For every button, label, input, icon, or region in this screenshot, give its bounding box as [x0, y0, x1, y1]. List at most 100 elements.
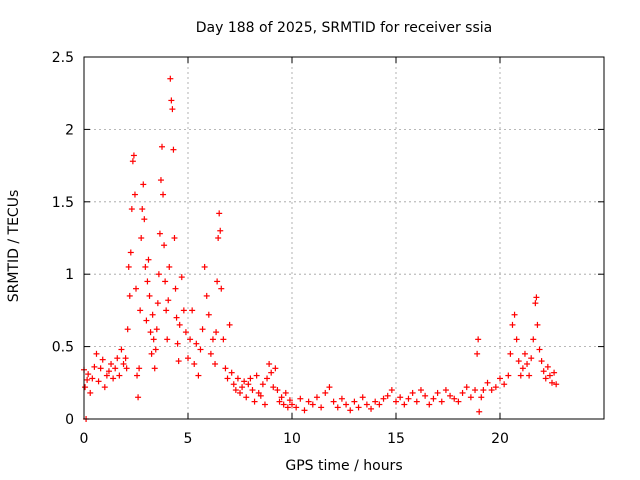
- data-point: [251, 398, 258, 405]
- data-point: [143, 317, 150, 324]
- data-point: [154, 300, 161, 307]
- data-point: [140, 181, 147, 188]
- data-point: [123, 365, 130, 372]
- data-point: [141, 216, 148, 223]
- data-point: [101, 384, 108, 391]
- data-point: [237, 389, 243, 396]
- data-point: [165, 297, 172, 304]
- data-point: [105, 368, 112, 375]
- data-point: [138, 235, 145, 241]
- x-tick-label: 15: [387, 431, 405, 447]
- data-point: [199, 326, 206, 333]
- data-point: [137, 307, 144, 314]
- data-point: [492, 384, 499, 391]
- data-point: [542, 375, 549, 382]
- data-point: [91, 363, 98, 370]
- data-point: [147, 329, 154, 336]
- data-point: [305, 398, 312, 405]
- data-point: [278, 394, 285, 401]
- data-point: [309, 401, 316, 408]
- x-tick-label: 5: [184, 431, 193, 447]
- data-point: [222, 365, 229, 372]
- data-point: [245, 381, 252, 388]
- x-gridlines: [83, 57, 501, 419]
- data-point: [82, 384, 89, 391]
- data-point: [501, 381, 508, 388]
- data-point: [472, 387, 479, 394]
- data-point: [422, 392, 429, 399]
- data-point: [297, 395, 304, 402]
- data-point: [178, 274, 185, 281]
- data-point: [526, 372, 533, 379]
- data-point: [155, 271, 162, 278]
- data-point: [168, 97, 175, 104]
- data-point: [322, 389, 329, 396]
- data-point: [532, 300, 539, 307]
- data-point: [139, 206, 146, 213]
- data-point: [166, 263, 173, 270]
- y-axis-label: SRMTID / TECUs: [6, 190, 22, 303]
- data-point: [534, 321, 541, 328]
- data-point: [216, 210, 223, 217]
- data-point: [247, 375, 254, 382]
- data-point: [334, 404, 341, 411]
- data-point: [544, 363, 551, 370]
- data-point: [95, 378, 102, 385]
- data-point: [134, 372, 141, 379]
- data-point: [434, 389, 441, 396]
- data-point: [193, 340, 200, 347]
- data-point: [127, 249, 134, 256]
- data-point: [144, 278, 151, 285]
- data-point: [175, 358, 182, 365]
- data-point: [173, 314, 180, 321]
- data-point: [426, 401, 433, 408]
- data-point: [474, 350, 481, 357]
- data-point: [220, 336, 227, 343]
- data-point: [241, 378, 248, 385]
- data-point: [84, 376, 91, 383]
- data-point: [114, 355, 121, 362]
- data-point: [393, 398, 399, 405]
- data-point: [209, 336, 216, 343]
- data-point: [125, 263, 132, 270]
- data-point: [239, 384, 246, 391]
- data-point: [217, 227, 224, 234]
- data-point: [488, 387, 495, 394]
- y-tick-labels: 0 0.5 1 1.5 2 2.5: [52, 50, 74, 428]
- x-tick-label: 10: [283, 431, 301, 447]
- data-point: [517, 372, 524, 379]
- data-point: [124, 326, 131, 333]
- data-point: [159, 143, 165, 150]
- data-point: [232, 387, 239, 394]
- data-point: [318, 404, 325, 411]
- data-point: [172, 285, 179, 292]
- data-point: [475, 336, 482, 343]
- data-point: [459, 389, 466, 396]
- data-point: [484, 379, 491, 386]
- data-point: [203, 292, 210, 299]
- data-point: [212, 360, 219, 367]
- data-point: [528, 355, 535, 362]
- data-point: [112, 365, 119, 372]
- data-point: [214, 278, 221, 285]
- data-point: [505, 372, 512, 379]
- data-point: [549, 379, 555, 386]
- data-point: [511, 311, 518, 318]
- data-point: [191, 360, 198, 367]
- data-point: [463, 384, 470, 391]
- data-point: [228, 369, 235, 376]
- y-tick-label: 1.5: [52, 195, 74, 211]
- data-point: [476, 408, 483, 415]
- data-point: [169, 106, 176, 113]
- data-point: [136, 365, 143, 372]
- data-point: [213, 329, 220, 336]
- data-point: [536, 346, 543, 353]
- data-point: [397, 394, 404, 401]
- data-point: [343, 401, 350, 408]
- data-point: [97, 365, 104, 372]
- data-point: [148, 350, 155, 357]
- data-point: [289, 401, 295, 408]
- data-point: [197, 346, 204, 353]
- data-point: [447, 392, 454, 399]
